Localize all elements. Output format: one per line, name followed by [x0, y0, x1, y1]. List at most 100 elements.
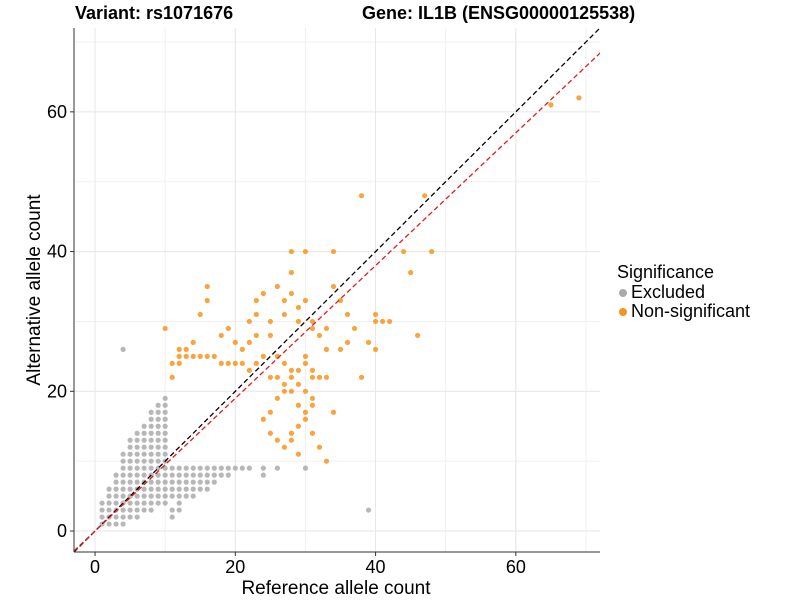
point-non-significant — [176, 346, 182, 352]
point-excluded — [260, 472, 266, 478]
point-non-significant — [309, 395, 316, 401]
point-excluded — [141, 444, 147, 450]
point-excluded — [120, 493, 126, 499]
point-non-significant — [330, 409, 337, 415]
x-tick-label: 60 — [506, 557, 526, 577]
point-non-significant — [183, 353, 189, 359]
point-excluded — [169, 465, 175, 471]
point-non-significant — [302, 416, 309, 422]
point-excluded — [148, 444, 154, 450]
point-non-significant — [323, 458, 330, 464]
point-non-significant — [211, 353, 217, 359]
point-excluded — [141, 451, 147, 457]
point-excluded — [120, 507, 126, 513]
point-excluded — [127, 465, 133, 471]
point-excluded — [169, 507, 175, 513]
point-excluded — [106, 493, 112, 499]
point-non-significant — [183, 346, 189, 352]
point-excluded — [169, 514, 175, 520]
point-excluded — [155, 402, 161, 408]
point-excluded — [169, 479, 175, 485]
point-excluded — [127, 458, 133, 464]
point-excluded — [162, 451, 168, 457]
point-non-significant — [260, 353, 266, 359]
reference-line-identity — [74, 28, 600, 552]
point-non-significant — [372, 311, 379, 318]
point-excluded — [155, 444, 161, 450]
y-tick-label: 20 — [47, 381, 67, 401]
point-excluded — [155, 416, 161, 422]
point-non-significant — [239, 346, 245, 352]
point-excluded — [148, 437, 154, 443]
point-non-significant — [316, 444, 323, 450]
point-excluded — [162, 423, 168, 429]
point-excluded — [162, 500, 168, 506]
point-excluded — [120, 486, 126, 492]
point-excluded — [120, 346, 126, 352]
point-excluded — [169, 486, 175, 492]
point-excluded — [162, 430, 168, 436]
point-excluded — [183, 493, 189, 499]
point-excluded — [148, 479, 154, 485]
point-excluded — [134, 507, 140, 513]
point-excluded — [99, 514, 105, 520]
point-non-significant — [337, 297, 344, 304]
point-excluded — [134, 451, 140, 457]
point-non-significant — [295, 381, 302, 387]
point-excluded — [204, 465, 210, 471]
point-non-significant — [274, 283, 280, 290]
point-non-significant — [288, 248, 295, 255]
point-non-significant — [288, 269, 295, 276]
x-tick-label: 20 — [225, 557, 245, 577]
point-excluded — [155, 472, 161, 478]
point-excluded — [155, 430, 161, 436]
point-excluded — [120, 458, 126, 464]
point-non-significant — [372, 346, 379, 352]
point-excluded — [148, 423, 154, 429]
x-axis-label: Reference allele count — [241, 578, 431, 599]
point-excluded — [162, 409, 168, 415]
legend-item-non-significant: Non-significant — [617, 301, 750, 321]
point-excluded — [141, 493, 147, 499]
point-non-significant — [267, 332, 273, 339]
point-excluded — [239, 465, 245, 471]
point-excluded — [148, 430, 154, 436]
point-non-significant — [274, 437, 280, 443]
point-excluded — [176, 479, 182, 485]
point-excluded — [134, 430, 140, 436]
point-non-significant — [401, 248, 407, 255]
point-excluded — [211, 465, 217, 471]
point-excluded — [113, 514, 119, 520]
point-non-significant — [281, 444, 287, 450]
point-excluded — [197, 472, 203, 478]
point-non-significant — [351, 325, 358, 332]
point-excluded — [162, 465, 168, 471]
reference-lines — [74, 28, 600, 552]
point-non-significant — [330, 283, 337, 290]
point-excluded — [155, 423, 161, 429]
point-excluded — [127, 472, 133, 478]
point-excluded — [190, 479, 196, 485]
point-excluded — [155, 486, 161, 492]
point-non-significant — [253, 297, 259, 304]
point-non-significant — [344, 311, 351, 318]
point-non-significant — [253, 360, 259, 366]
point-excluded — [176, 465, 182, 471]
point-excluded — [106, 500, 112, 506]
point-excluded — [120, 472, 126, 478]
point-non-significant — [288, 388, 295, 394]
point-excluded — [176, 493, 182, 499]
x-tick-label: 0 — [90, 557, 100, 577]
point-excluded — [113, 472, 119, 478]
point-non-significant — [281, 381, 287, 387]
point-excluded — [127, 486, 133, 492]
point-excluded — [127, 514, 133, 520]
point-non-significant — [387, 318, 393, 325]
point-non-significant — [288, 437, 295, 443]
point-non-significant — [232, 339, 238, 345]
point-non-significant — [344, 339, 351, 345]
point-non-significant — [309, 367, 316, 373]
point-non-significant — [281, 311, 287, 318]
point-excluded — [190, 465, 196, 471]
point-non-significant — [309, 430, 316, 436]
